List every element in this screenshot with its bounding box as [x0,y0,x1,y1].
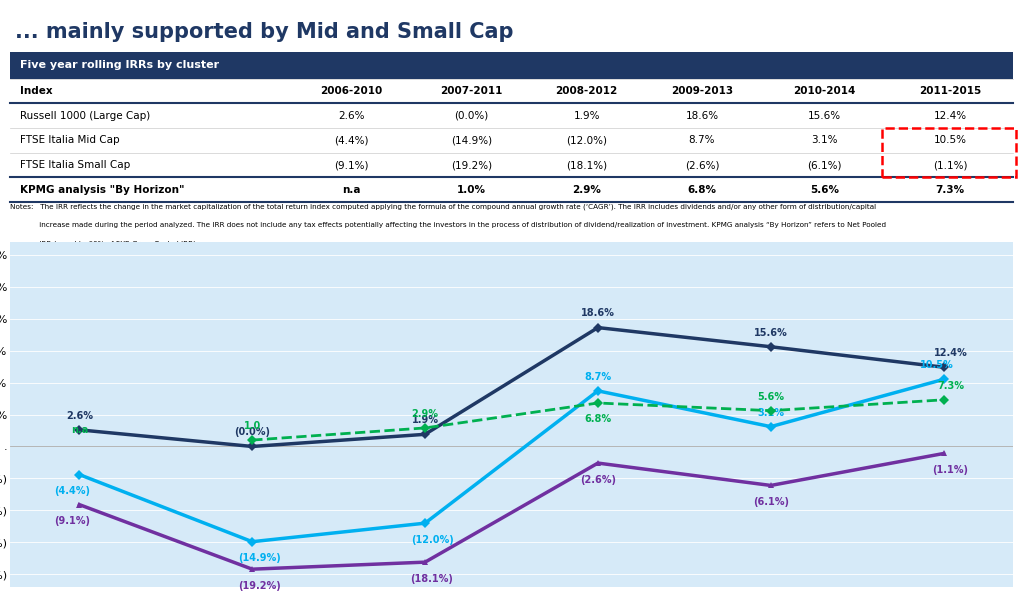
Text: increase made during the period analyzed. The IRR does not include any tax effec: increase made during the period analyzed… [10,222,886,228]
Bar [883,128,1016,177]
Text: Notes:   The IRR reflects the change in the market capitalization of the total r: Notes: The IRR reflects the change in th… [10,204,877,211]
Text: 2.6%: 2.6% [338,111,364,121]
Bar [10,52,1013,79]
Text: Five year rolling IRRs by cluster: Five year rolling IRRs by cluster [20,60,219,71]
Text: 3.1%: 3.1% [757,407,785,417]
Text: (12.0%): (12.0%) [566,135,608,145]
Text: Russell 1000 (Large Cap): Russell 1000 (Large Cap) [20,111,150,121]
Text: (6.1%): (6.1%) [753,497,789,507]
Text: (18.1%): (18.1%) [410,573,453,584]
Text: 2007-2011: 2007-2011 [440,86,502,96]
Text: (19.2%): (19.2%) [237,581,280,591]
Text: 7.3%: 7.3% [936,185,965,195]
Text: 2.9%: 2.9% [572,185,602,195]
Text: FTSE Italia Small Cap: FTSE Italia Small Cap [20,160,131,170]
Text: 1.9%: 1.9% [574,111,599,121]
Text: ... mainly supported by Mid and Small Cap: ... mainly supported by Mid and Small Ca… [15,22,514,42]
Text: (6.1%): (6.1%) [807,160,842,170]
Text: 6.8%: 6.8% [687,185,716,195]
Text: 2.6%: 2.6% [65,411,93,421]
Text: 10.5%: 10.5% [920,360,953,370]
Text: n.a: n.a [342,185,360,195]
Text: (0.0%): (0.0%) [454,111,489,121]
Text: (9.1%): (9.1%) [54,516,90,526]
Text: 7.3%: 7.3% [937,381,964,391]
Text: 10.5%: 10.5% [934,135,967,145]
Text: (18.1%): (18.1%) [566,160,608,170]
Text: Index: Index [20,86,53,96]
Text: FTSE Italia Mid Cap: FTSE Italia Mid Cap [20,135,120,145]
Text: 2006-2010: 2006-2010 [320,86,383,96]
Text: IRR (equal to 60% of 5YR Gross Pooled IRR): IRR (equal to 60% of 5YR Gross Pooled IR… [10,240,196,247]
Text: Source:   Market information provider, KPMG: Source: Market information provider, KPM… [10,261,171,267]
Text: 2009-2013: 2009-2013 [671,86,733,96]
Text: (14.9%): (14.9%) [451,135,492,145]
Text: KPMG analysis "By Horizon": KPMG analysis "By Horizon" [20,185,185,195]
Text: 12.4%: 12.4% [934,111,967,121]
Text: (1.1%): (1.1%) [933,465,969,475]
Text: 2011-2015: 2011-2015 [919,86,981,96]
Text: (2.6%): (2.6%) [580,474,616,484]
Text: 5.6%: 5.6% [810,185,839,195]
Text: 2.9%: 2.9% [411,409,439,419]
Text: (4.4%): (4.4%) [333,135,368,145]
Text: 3.1%: 3.1% [811,135,838,145]
Text: 12.4%: 12.4% [934,348,968,358]
Text: n.a: n.a [71,425,88,435]
Text: (9.1%): (9.1%) [333,160,368,170]
Text: (12.0%): (12.0%) [410,535,453,544]
Text: (14.9%): (14.9%) [237,553,280,563]
Text: 5.6%: 5.6% [757,391,785,401]
Text: (0.0%): (0.0%) [234,428,270,438]
Text: 1.0%: 1.0% [457,185,486,195]
Text: 18.6%: 18.6% [581,308,615,318]
Text: 6.8%: 6.8% [584,415,612,425]
Text: 1.9%: 1.9% [411,415,439,425]
Text: 15.6%: 15.6% [808,111,841,121]
Text: 15.6%: 15.6% [754,328,788,337]
Text: 2008-2012: 2008-2012 [555,86,618,96]
Text: (1.1%): (1.1%) [933,160,968,170]
Text: (4.4%): (4.4%) [54,486,90,496]
Text: 2010-2014: 2010-2014 [794,86,856,96]
Text: 1.0: 1.0 [243,421,261,431]
Text: 8.7%: 8.7% [584,372,612,382]
Text: 8.7%: 8.7% [688,135,715,145]
Text: (19.2%): (19.2%) [451,160,492,170]
Text: 18.6%: 18.6% [685,111,718,121]
Text: (2.6%): (2.6%) [684,160,719,170]
